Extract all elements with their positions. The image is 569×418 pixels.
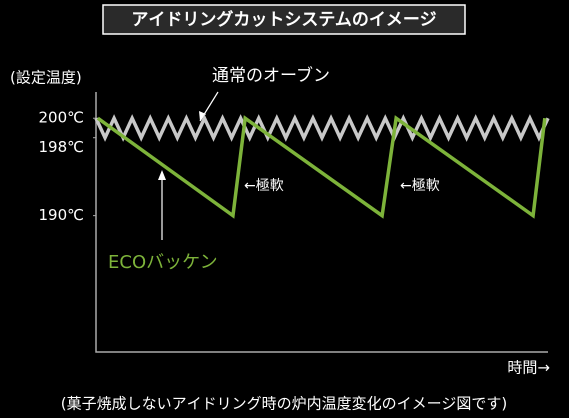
- chart-title: アイドリングカットシステムのイメージ: [131, 9, 436, 30]
- series-line: [94, 114, 550, 142]
- series-label: 通常のオーブン: [212, 65, 330, 86]
- annotation: ←極軟: [244, 178, 284, 194]
- title-box: [102, 4, 466, 35]
- caption: (菓子焼成しないアイドリング時の炉内温度変化のイメージ図です): [61, 395, 507, 413]
- annotation: ←極軟: [400, 178, 440, 194]
- x-axis-label: 時間→: [507, 359, 550, 377]
- axes: [95, 92, 548, 353]
- series-line: [96, 115, 547, 219]
- arrow-head: [158, 170, 166, 180]
- series-label: ECOバッケン: [108, 252, 218, 273]
- y-axis-label: (設定温度): [10, 69, 82, 87]
- y-tick-label: 198℃: [39, 138, 84, 156]
- y-tick-label: 200℃: [39, 109, 84, 127]
- y-tick-label: 190℃: [39, 206, 84, 224]
- arrow-head: [199, 111, 206, 121]
